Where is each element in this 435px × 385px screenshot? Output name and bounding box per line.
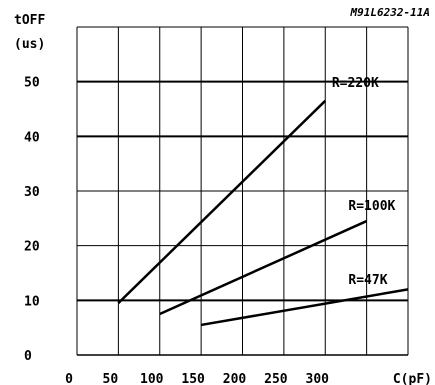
series-label: R=47K bbox=[348, 273, 387, 288]
x-tick-labels: 0 50 100 150 200 250 300 bbox=[65, 372, 329, 385]
y-tick-label: 20 bbox=[24, 240, 40, 255]
series-line bbox=[200, 288, 409, 327]
chart-grid bbox=[76, 26, 409, 356]
x-tick-label: 50 bbox=[103, 372, 119, 385]
x-tick-label: 150 bbox=[181, 372, 205, 385]
y-tick-label: 40 bbox=[24, 130, 40, 145]
series-lines bbox=[117, 99, 409, 327]
y-tick-labels: 0 10 20 30 40 50 bbox=[24, 76, 40, 364]
x-tick-label: 100 bbox=[140, 372, 164, 385]
x-axis-label: C(pF) bbox=[393, 372, 432, 385]
series-annotations: R=220K R=100K R=47K bbox=[332, 76, 396, 288]
y-tick-label: 50 bbox=[24, 76, 40, 91]
x-tick-label: 250 bbox=[264, 372, 288, 385]
y-axis-unit: (us) bbox=[14, 37, 45, 52]
y-tick-label: 30 bbox=[24, 185, 40, 200]
y-tick-label: 0 bbox=[24, 349, 32, 364]
x-tick-label: 200 bbox=[223, 372, 247, 385]
x-tick-label: 0 bbox=[65, 372, 73, 385]
series-line bbox=[117, 99, 327, 304]
series-label: R=220K bbox=[332, 76, 379, 91]
series-label: R=100K bbox=[348, 199, 395, 214]
figure-code: M91L6232-11A bbox=[350, 6, 430, 19]
series-line bbox=[159, 219, 368, 316]
y-axis-label: tOFF bbox=[14, 13, 45, 28]
y-tick-label: 10 bbox=[24, 294, 40, 309]
x-tick-label: 300 bbox=[306, 372, 330, 385]
